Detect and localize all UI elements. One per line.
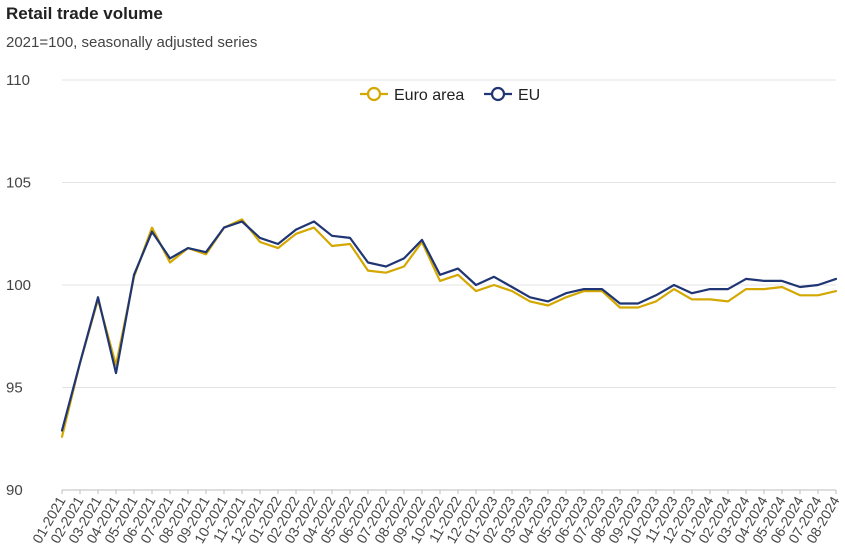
chart-title: Retail trade volume: [6, 4, 163, 23]
y-tick-label: 100: [6, 277, 31, 294]
series-line-1: [60, 220, 838, 432]
y-tick-label: 95: [6, 380, 23, 397]
legend-item[interactable]: Euro area: [360, 86, 464, 104]
series-lines: [60, 218, 838, 438]
legend-item[interactable]: EU: [484, 86, 540, 104]
legend-marker: [490, 86, 506, 102]
series-line-0: [60, 218, 838, 438]
x-axis: 01-202102-202103-202104-202105-202106-20…: [29, 490, 843, 546]
legend-label: Euro area: [394, 87, 464, 104]
legend: Euro area EU: [360, 86, 540, 104]
y-tick-label: 110: [6, 72, 30, 89]
legend-marker: [366, 86, 382, 102]
chart-subtitle: 2021=100, seasonally adjusted series: [6, 34, 258, 51]
legend-label: EU: [518, 87, 540, 104]
y-axis: 90 95 100 105 110: [6, 72, 31, 499]
y-tick-label: 90: [6, 482, 23, 499]
grid-lines: [62, 79, 836, 491]
y-tick-label: 105: [6, 175, 31, 192]
